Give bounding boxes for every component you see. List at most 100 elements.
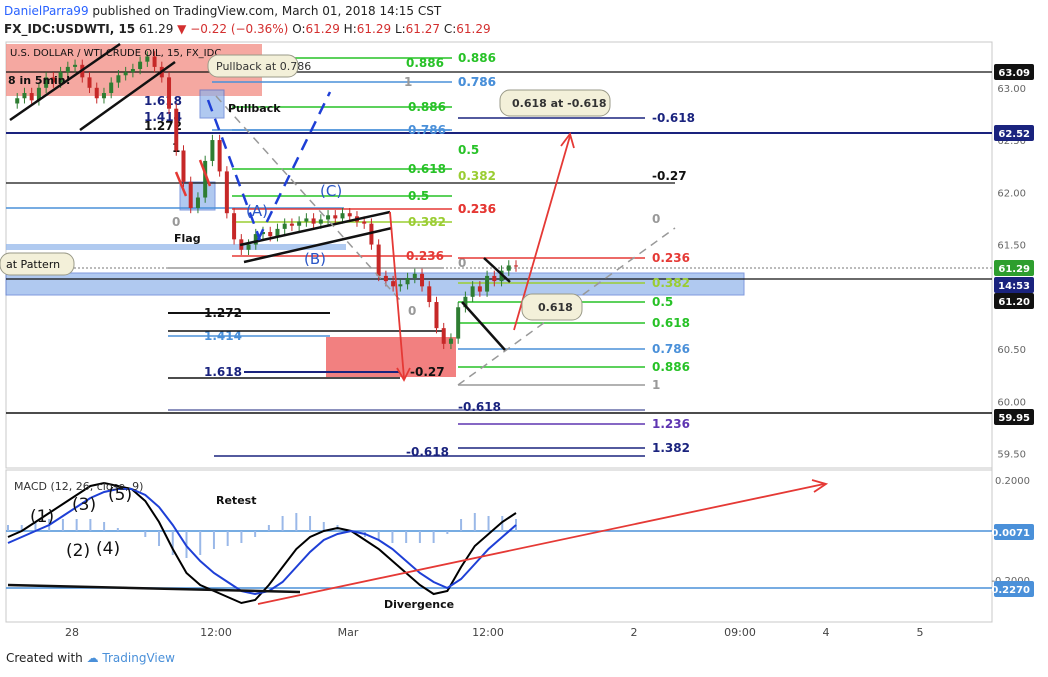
author-link[interactable]: DanielParra99	[4, 4, 89, 18]
candle-body	[470, 286, 475, 297]
channel-upper	[9, 42, 121, 122]
candle-body	[362, 221, 367, 224]
candle-body	[36, 87, 41, 101]
macd-divergence-base	[7, 583, 301, 594]
flag-upper	[239, 210, 391, 247]
candle-body	[246, 244, 251, 250]
time-tick-label: Mar	[338, 626, 359, 639]
fib-a-label: 0.5	[408, 189, 429, 203]
candle-body	[73, 64, 78, 67]
candle-body	[485, 275, 490, 292]
publish-info: DanielParra99 published on TradingView.c…	[4, 4, 441, 18]
macd-badge: -0.0071	[987, 528, 1030, 539]
fib-b-label: 0	[458, 256, 466, 270]
candle-body	[224, 171, 229, 214]
candle-body	[152, 56, 157, 67]
fib-diagonal-1	[215, 95, 401, 301]
price-tick-label: 61.50	[997, 241, 1026, 252]
candle-body	[29, 93, 34, 101]
price-badge: 62.52	[998, 129, 1030, 140]
macd-badge-bg	[994, 524, 1034, 540]
candle-body	[326, 215, 331, 220]
fib-b-label: 0.382	[458, 169, 496, 183]
close-label: C:	[443, 22, 457, 36]
candle-body	[333, 215, 338, 219]
fib-c-label: 1.618	[204, 365, 242, 379]
candle-body	[44, 77, 49, 88]
footer: Created with ☁ TradingView	[6, 651, 175, 665]
time-tick-label: 12:00	[200, 626, 232, 639]
macd-trend-arrow	[257, 483, 825, 605]
pattern-line-2	[461, 301, 506, 351]
callout-618-bg	[499, 89, 611, 117]
fib-b-label: -0.618	[458, 400, 501, 414]
candle-body	[340, 213, 345, 219]
open-value: 61.29	[305, 22, 340, 36]
candle-body	[101, 93, 106, 99]
fib-b-label: -0.618	[406, 445, 449, 459]
candle-body	[427, 286, 432, 303]
price-badge: 61.20	[998, 297, 1030, 308]
candle-body	[217, 140, 222, 172]
annotation-pattern: at Pattern	[6, 258, 60, 271]
candle-body	[391, 281, 396, 287]
candle-body	[181, 150, 186, 182]
callout-618-small: 0.618	[538, 301, 573, 314]
pattern-line-1	[483, 257, 511, 283]
fib-b-label: 0.786	[458, 75, 496, 89]
fib-c-label: 1.618	[144, 94, 182, 108]
symbol-label: FX_IDC:USDWTI, 15	[4, 22, 136, 36]
main-pane	[5, 41, 993, 469]
price-badge: 59.95	[998, 413, 1030, 424]
fib-c-label: -0.27	[410, 365, 445, 379]
price-badge-bg	[994, 64, 1034, 80]
candle-body	[405, 277, 410, 285]
time-tick-label: 4	[823, 626, 830, 639]
fib-a-label: 0.382	[408, 215, 446, 229]
candle-body	[304, 218, 309, 222]
red-zone-bottom	[326, 337, 456, 377]
candle-body	[492, 275, 497, 282]
high-label: H:	[343, 22, 357, 36]
tradingview-logo-icon: ☁	[86, 651, 99, 665]
blue-band-flag	[6, 244, 346, 250]
macd-pane	[5, 469, 993, 623]
fib-b-label: -0.27	[652, 169, 687, 183]
candle-body	[477, 286, 482, 292]
open-label: O:	[292, 22, 306, 36]
fib-c-label: 0	[408, 304, 416, 318]
macd-legend: MACD (12, 26, close, 9)	[14, 480, 143, 493]
red-dash-1	[174, 171, 188, 197]
candle-body	[318, 219, 323, 224]
symbol-info: FX_IDC:USDWTI, 15 61.29 ▼ −0.22 (−0.36%)…	[4, 22, 491, 36]
price-badge-bg	[994, 125, 1034, 141]
candle-body	[145, 56, 150, 62]
price-badge: 14:53	[998, 281, 1030, 292]
time-tick-label: 28	[65, 626, 79, 639]
tradingview-brand[interactable]: TradingView	[102, 651, 175, 665]
candle-body	[506, 265, 511, 271]
price-tick-label: 60.50	[997, 345, 1026, 356]
macd-badge: -0.2270	[987, 585, 1030, 596]
macd-tick-label: 0.2000	[995, 476, 1030, 487]
low-label: L:	[394, 22, 406, 36]
price-badge-bg	[994, 293, 1034, 309]
callout-618-small-bg	[521, 293, 583, 321]
callout-pullback: Pullback at 0.786	[216, 60, 311, 73]
high-value: 61.29	[356, 22, 392, 36]
fib-b-label: -0.618	[652, 111, 695, 125]
fib-a-label: 0.886	[408, 100, 446, 114]
macd-badge-bg	[994, 581, 1034, 597]
candle-body	[420, 273, 425, 287]
candle-body	[138, 61, 143, 69]
candle-body	[15, 98, 20, 104]
price-chart[interactable]: 63.0062.5062.0061.5061.0060.5060.0059.50…	[0, 0, 1048, 645]
annotation-flag: Flag	[174, 232, 201, 245]
fib-b-label: 0.786	[652, 342, 690, 356]
fib-b-label: 0.886	[652, 360, 690, 374]
fib-b-label: 1.382	[652, 441, 690, 455]
candle-body	[65, 66, 70, 73]
fib-c-label: 1.272	[144, 119, 182, 133]
price-badge-bg	[994, 409, 1034, 425]
fib-b-label: 0.382	[652, 276, 690, 290]
